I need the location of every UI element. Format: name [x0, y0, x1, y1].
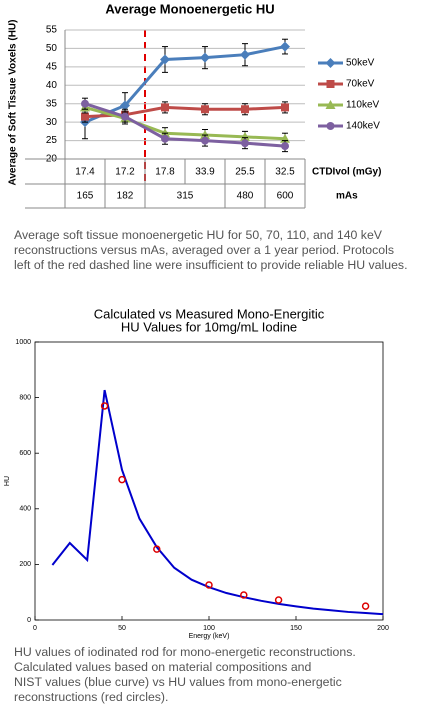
x-axis-label: Energy (keV) — [189, 633, 230, 640]
y-tick-label: 50 — [46, 43, 58, 54]
marker — [81, 99, 89, 108]
point — [240, 591, 248, 599]
curve — [51, 389, 384, 616]
marker — [120, 100, 130, 111]
marker — [161, 103, 169, 112]
legend-label: 140keV — [346, 121, 380, 132]
point — [274, 596, 283, 604]
y-tick-label: 40 — [46, 80, 58, 91]
marker — [241, 139, 249, 148]
marker — [121, 112, 129, 121]
legend-label: 70keV — [346, 79, 375, 90]
marker — [160, 54, 170, 65]
x-tick-label: 25.5 — [235, 167, 255, 178]
marker — [326, 122, 335, 130]
marker — [325, 58, 336, 68]
series-line — [84, 45, 286, 124]
y-tick-label: 45 — [46, 61, 58, 72]
y-tick-label: 600 — [19, 450, 31, 457]
marker — [200, 52, 210, 63]
y-axis-label: Average of Soft Tissue Voxels (HU) — [8, 20, 19, 186]
caption-2: HU values of iodinated rod for mono-ener… — [14, 645, 356, 704]
mas-label: 600 — [277, 191, 294, 202]
chart-1: Average Monoenergetic HU Average of Soft … — [8, 1, 381, 209]
marker — [201, 136, 209, 145]
marker — [280, 41, 290, 52]
point — [361, 602, 370, 610]
legend-label: 50keV — [346, 58, 375, 69]
marker — [201, 105, 209, 114]
y-tick-label: 55 — [46, 25, 58, 36]
chart-title: Calculated vs Measured Mono-Energitic — [94, 306, 325, 321]
chart-title: Average Monoenergetic HU — [105, 1, 274, 16]
y-tick-label: 30 — [46, 117, 58, 128]
point — [100, 402, 109, 410]
x-tick-label: 0 — [33, 625, 37, 632]
y-tick-label: 25 — [46, 135, 58, 146]
row-label: CTDIvol (mGy) — [312, 167, 381, 178]
x-tick-label: 100 — [203, 625, 215, 632]
mas-label: 182 — [117, 191, 134, 202]
y-tick-label: 400 — [19, 506, 31, 513]
marker — [161, 134, 169, 143]
mas-label: 165 — [77, 191, 94, 202]
caption-1: Average soft tissue monoenergetic HU for… — [14, 228, 408, 272]
x-tick-label: 17.8 — [155, 167, 175, 178]
plot-frame — [34, 341, 384, 621]
chart-2: Calculated vs Measured Mono-EnergiticHU … — [4, 306, 389, 640]
point — [205, 581, 213, 589]
row-label: mAs — [336, 191, 358, 202]
marker — [240, 49, 250, 60]
y-tick-label: 800 — [19, 394, 31, 401]
mas-label: 315 — [177, 191, 194, 202]
y-tick-label: 200 — [19, 561, 31, 568]
marker — [241, 105, 249, 114]
marker — [281, 103, 289, 112]
x-tick-label: 50 — [118, 625, 126, 632]
y-tick-label: 1000 — [15, 339, 31, 346]
marker — [240, 131, 250, 141]
mas-label: 480 — [237, 191, 254, 202]
x-tick-label: 150 — [290, 625, 302, 632]
marker — [326, 80, 335, 88]
x-tick-label: 33.9 — [195, 167, 215, 178]
x-tick-label: 32.5 — [275, 167, 295, 178]
x-tick-label: 17.2 — [115, 167, 135, 178]
series-line — [84, 102, 286, 148]
chart-title: HU Values for 10mg/mL Iodine — [121, 319, 297, 334]
legend-label: 110keV — [346, 100, 380, 111]
series-line — [84, 105, 286, 141]
x-tick-label: 200 — [377, 625, 389, 632]
y-tick-label: 35 — [46, 98, 58, 109]
marker — [81, 112, 89, 121]
y-axis-label: HU — [4, 476, 11, 486]
point — [153, 545, 161, 553]
x-tick-label: 17.4 — [75, 167, 95, 178]
y-tick-label: 0 — [27, 617, 31, 624]
point — [118, 475, 126, 484]
marker — [281, 142, 289, 151]
marker — [325, 100, 336, 109]
